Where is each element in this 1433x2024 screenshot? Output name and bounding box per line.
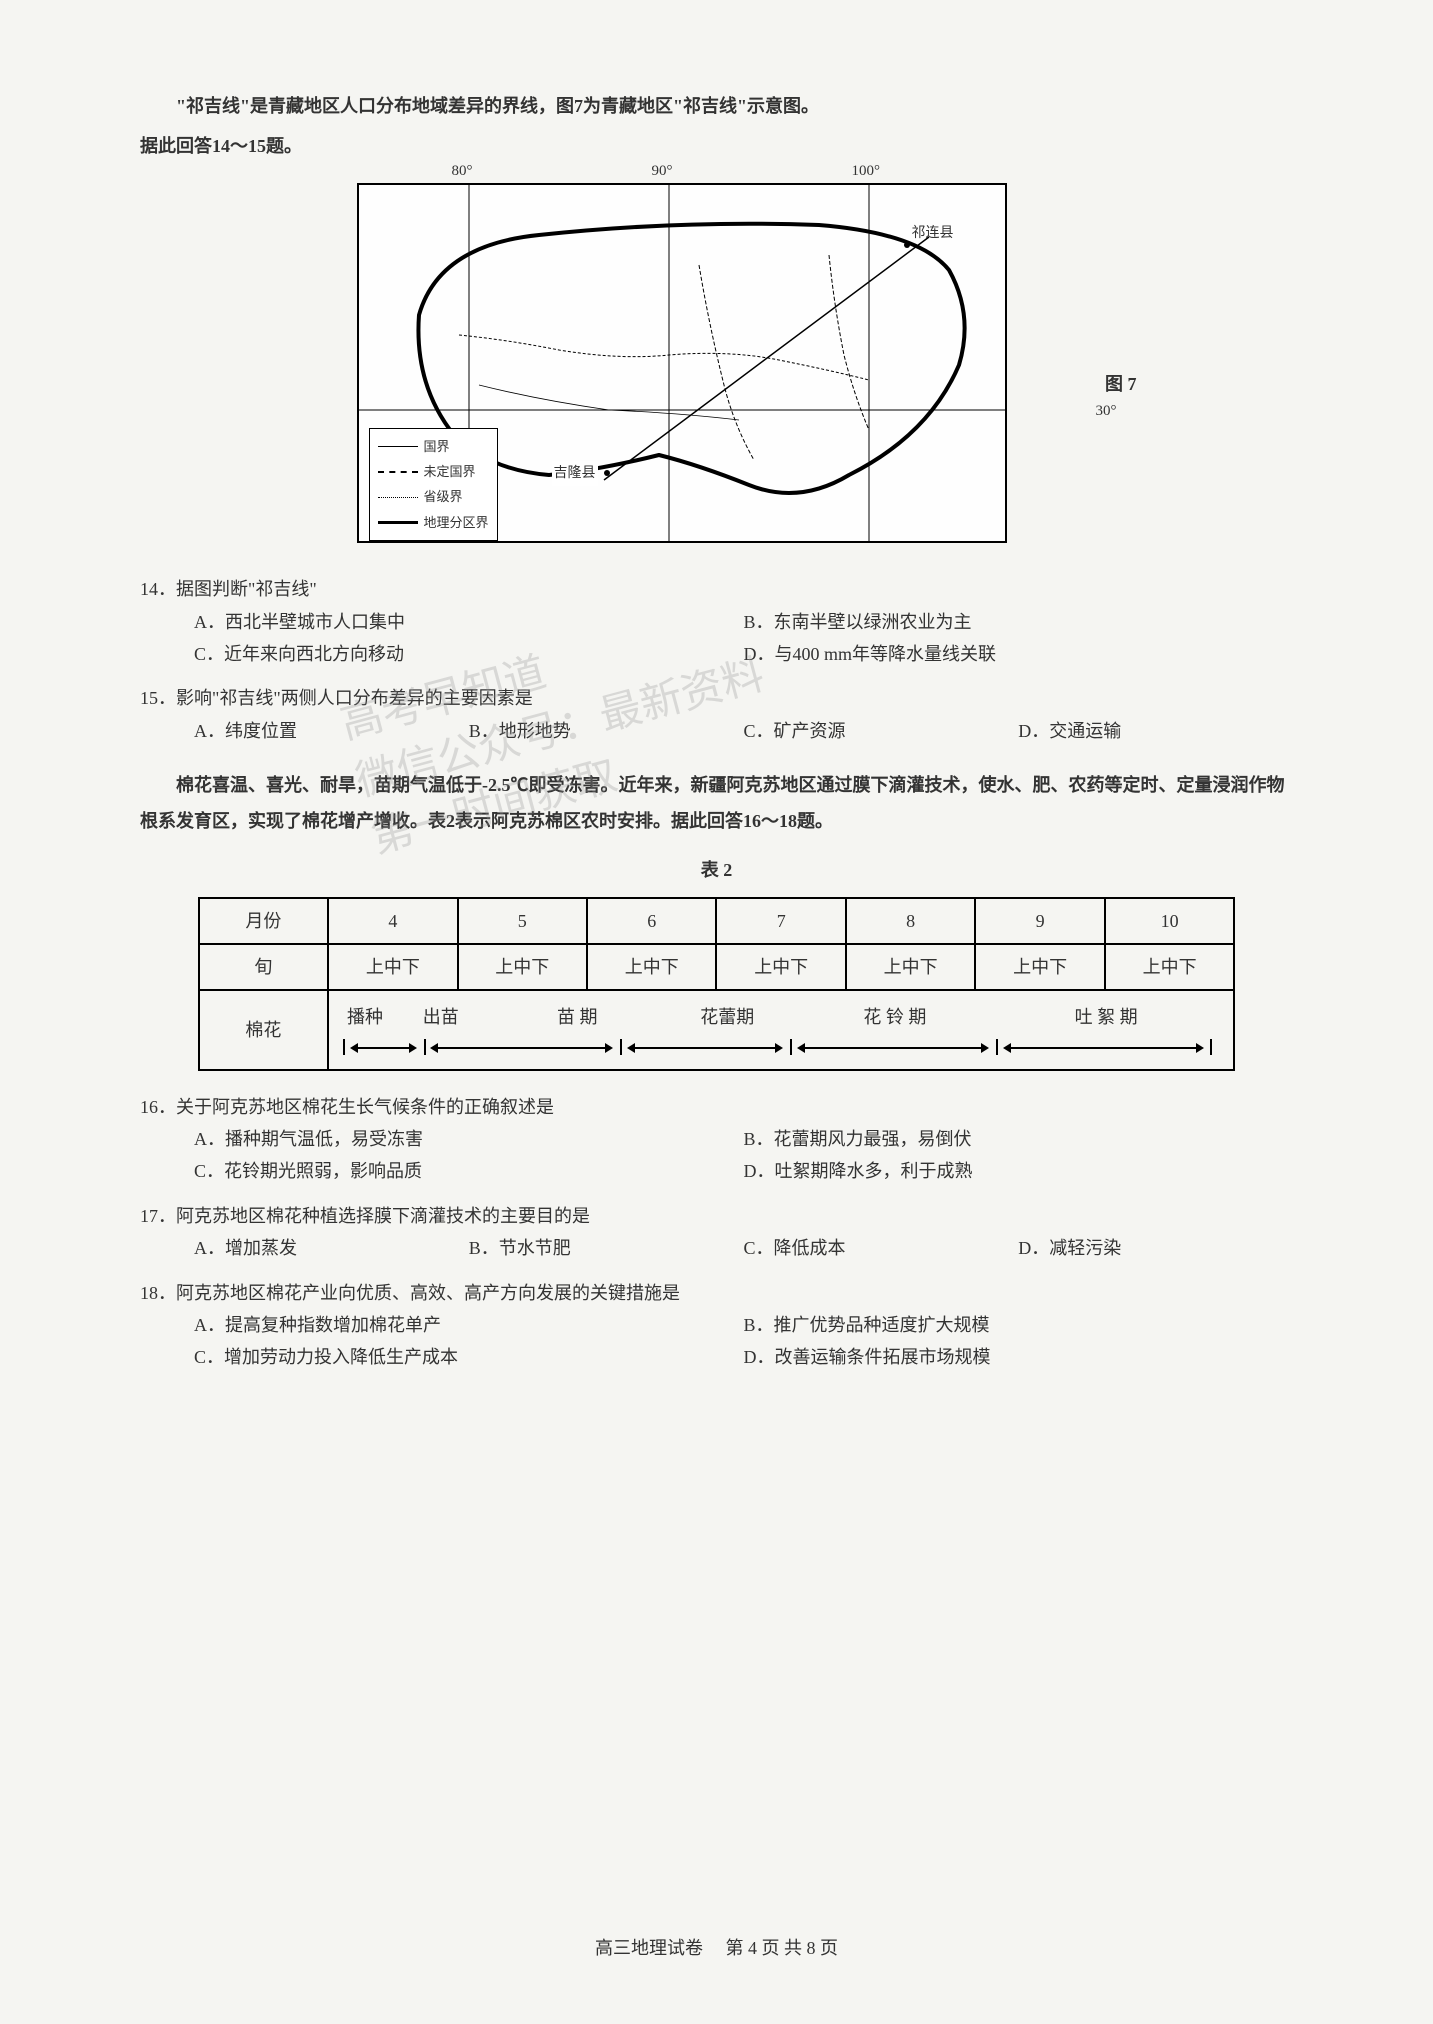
table-row-cotton: 棉花 播种 出苗 苗 期 花蕾期 花 铃 期 吐 絮 期 <box>199 990 1235 1069</box>
cotton-schedule-table: 月份 4 5 6 7 8 9 10 旬 上中下 上中下 上中下 上中下 上中下 … <box>198 897 1236 1071</box>
q16-c: C．花铃期光照弱，影响品质 <box>194 1155 744 1187</box>
table-row-month: 月份 4 5 6 7 8 9 10 <box>199 898 1235 944</box>
month-6: 6 <box>587 898 716 944</box>
legend-undefined: 未定国界 <box>424 460 476 483</box>
month-4: 4 <box>328 898 457 944</box>
q14-a: A．西北半壁城市人口集中 <box>194 606 744 638</box>
question-15: 15．影响"祁吉线"两侧人口分布差异的主要因素是 A．纬度位置 B．地形地势 C… <box>140 682 1293 747</box>
q17-c: C．降低成本 <box>744 1232 1019 1264</box>
q18-a: A．提高复种指数增加棉花单产 <box>194 1309 744 1341</box>
q14-d: D．与400 mm年等降水量线关联 <box>744 638 1294 670</box>
map-figure: 80° 90° 100° 30° 祁连县 吉隆县 国界 未定国界 省级界 地理分… <box>357 183 1077 553</box>
month-5: 5 <box>458 898 587 944</box>
q18-c: C．增加劳动力投入降低生产成本 <box>194 1341 744 1373</box>
q17-text: 17．阿克苏地区棉花种植选择膜下滴灌技术的主要目的是 <box>140 1200 1293 1232</box>
figure-label: 图 7 <box>1105 368 1137 400</box>
xun-7: 上中下 <box>716 944 845 990</box>
q18-d: D．改善运输条件拓展市场规模 <box>744 1341 1294 1373</box>
q15-d: D．交通运输 <box>1018 715 1293 747</box>
q16-text: 16．关于阿克苏地区棉花生长气候条件的正确叙述是 <box>140 1091 1293 1123</box>
qilian-label: 祁连县 <box>912 221 954 246</box>
q17-d: D．减轻污染 <box>1018 1232 1293 1264</box>
table-caption: 表 2 <box>140 854 1293 886</box>
map-legend: 国界 未定国界 省级界 地理分区界 <box>369 428 498 542</box>
q18-text: 18．阿克苏地区棉花产业向优质、高效、高产方向发展的关键措施是 <box>140 1277 1293 1309</box>
legend-province: 省级界 <box>424 485 463 508</box>
month-9: 9 <box>975 898 1104 944</box>
q16-d: D．吐絮期降水多，利于成熟 <box>744 1155 1294 1187</box>
intro-line2: 据此回答14～15题。 <box>140 130 1293 162</box>
timeline-arrows <box>334 1039 1228 1059</box>
question-18: 18．阿克苏地区棉花产业向优质、高效、高产方向发展的关键措施是 A．提高复种指数… <box>140 1277 1293 1374</box>
stage-1: 播种 <box>347 1001 417 1033</box>
stage-3: 苗 期 <box>499 1001 656 1033</box>
page-footer: 高三地理试卷 第 4 页 共 8 页 <box>0 1932 1433 1964</box>
xun-header: 旬 <box>199 944 328 990</box>
month-8: 8 <box>846 898 975 944</box>
month-10: 10 <box>1105 898 1235 944</box>
legend-border: 国界 <box>424 435 450 458</box>
q17-b: B．节水节肥 <box>469 1232 744 1264</box>
jilong-label: 吉隆县 <box>552 461 598 486</box>
stage-4: 花蕾期 <box>662 1001 793 1033</box>
q14-c: C．近年来向西北方向移动 <box>194 638 744 670</box>
q14-text: 14．据图判断"祁吉线" <box>140 573 1293 605</box>
cotton-header: 棉花 <box>199 990 328 1069</box>
table-row-xun: 旬 上中下 上中下 上中下 上中下 上中下 上中下 上中下 <box>199 944 1235 990</box>
stage-5: 花 铃 期 <box>799 1001 991 1033</box>
q15-b: B．地形地势 <box>469 715 744 747</box>
xun-8: 上中下 <box>846 944 975 990</box>
q16-b: B．花蕾期风力最强，易倒伏 <box>744 1123 1294 1155</box>
lon-90: 90° <box>652 158 673 185</box>
q17-a: A．增加蒸发 <box>194 1232 469 1264</box>
passage-2: 棉花喜温、喜光、耐旱，苗期气温低于-2.5℃即受冻害。近年来，新疆阿克苏地区通过… <box>140 767 1293 839</box>
month-7: 7 <box>716 898 845 944</box>
cotton-timeline: 播种 出苗 苗 期 花蕾期 花 铃 期 吐 絮 期 <box>328 990 1234 1069</box>
question-16: 16．关于阿克苏地区棉花生长气候条件的正确叙述是 A．播种期气温低，易受冻害 B… <box>140 1091 1293 1188</box>
lon-80: 80° <box>452 158 473 185</box>
stage-2: 出苗 <box>423 1001 493 1033</box>
q16-a: A．播种期气温低，易受冻害 <box>194 1123 744 1155</box>
xun-5: 上中下 <box>458 944 587 990</box>
q15-a: A．纬度位置 <box>194 715 469 747</box>
q14-b: B．东南半壁以绿洲农业为主 <box>744 606 1294 638</box>
lon-100: 100° <box>852 158 881 185</box>
intro-line1: "祁吉线"是青藏地区人口分布地域差异的界线，图7为青藏地区"祁吉线"示意图。 <box>140 90 1293 122</box>
q18-b: B．推广优势品种适度扩大规模 <box>744 1309 1294 1341</box>
lat-30: 30° <box>1096 398 1117 425</box>
question-14: 14．据图判断"祁吉线" A．西北半壁城市人口集中 B．东南半壁以绿洲农业为主 … <box>140 573 1293 670</box>
q15-text: 15．影响"祁吉线"两侧人口分布差异的主要因素是 <box>140 682 1293 714</box>
question-17: 17．阿克苏地区棉花种植选择膜下滴灌技术的主要目的是 A．增加蒸发 B．节水节肥… <box>140 1200 1293 1265</box>
xun-10: 上中下 <box>1105 944 1235 990</box>
xun-6: 上中下 <box>587 944 716 990</box>
xun-9: 上中下 <box>975 944 1104 990</box>
stage-6: 吐 絮 期 <box>997 1001 1216 1033</box>
intro-paragraph: "祁吉线"是青藏地区人口分布地域差异的界线，图7为青藏地区"祁吉线"示意图。 据… <box>140 90 1293 163</box>
q15-c: C．矿产资源 <box>744 715 1019 747</box>
legend-region: 地理分区界 <box>424 511 489 534</box>
xun-4: 上中下 <box>328 944 457 990</box>
month-header: 月份 <box>199 898 328 944</box>
